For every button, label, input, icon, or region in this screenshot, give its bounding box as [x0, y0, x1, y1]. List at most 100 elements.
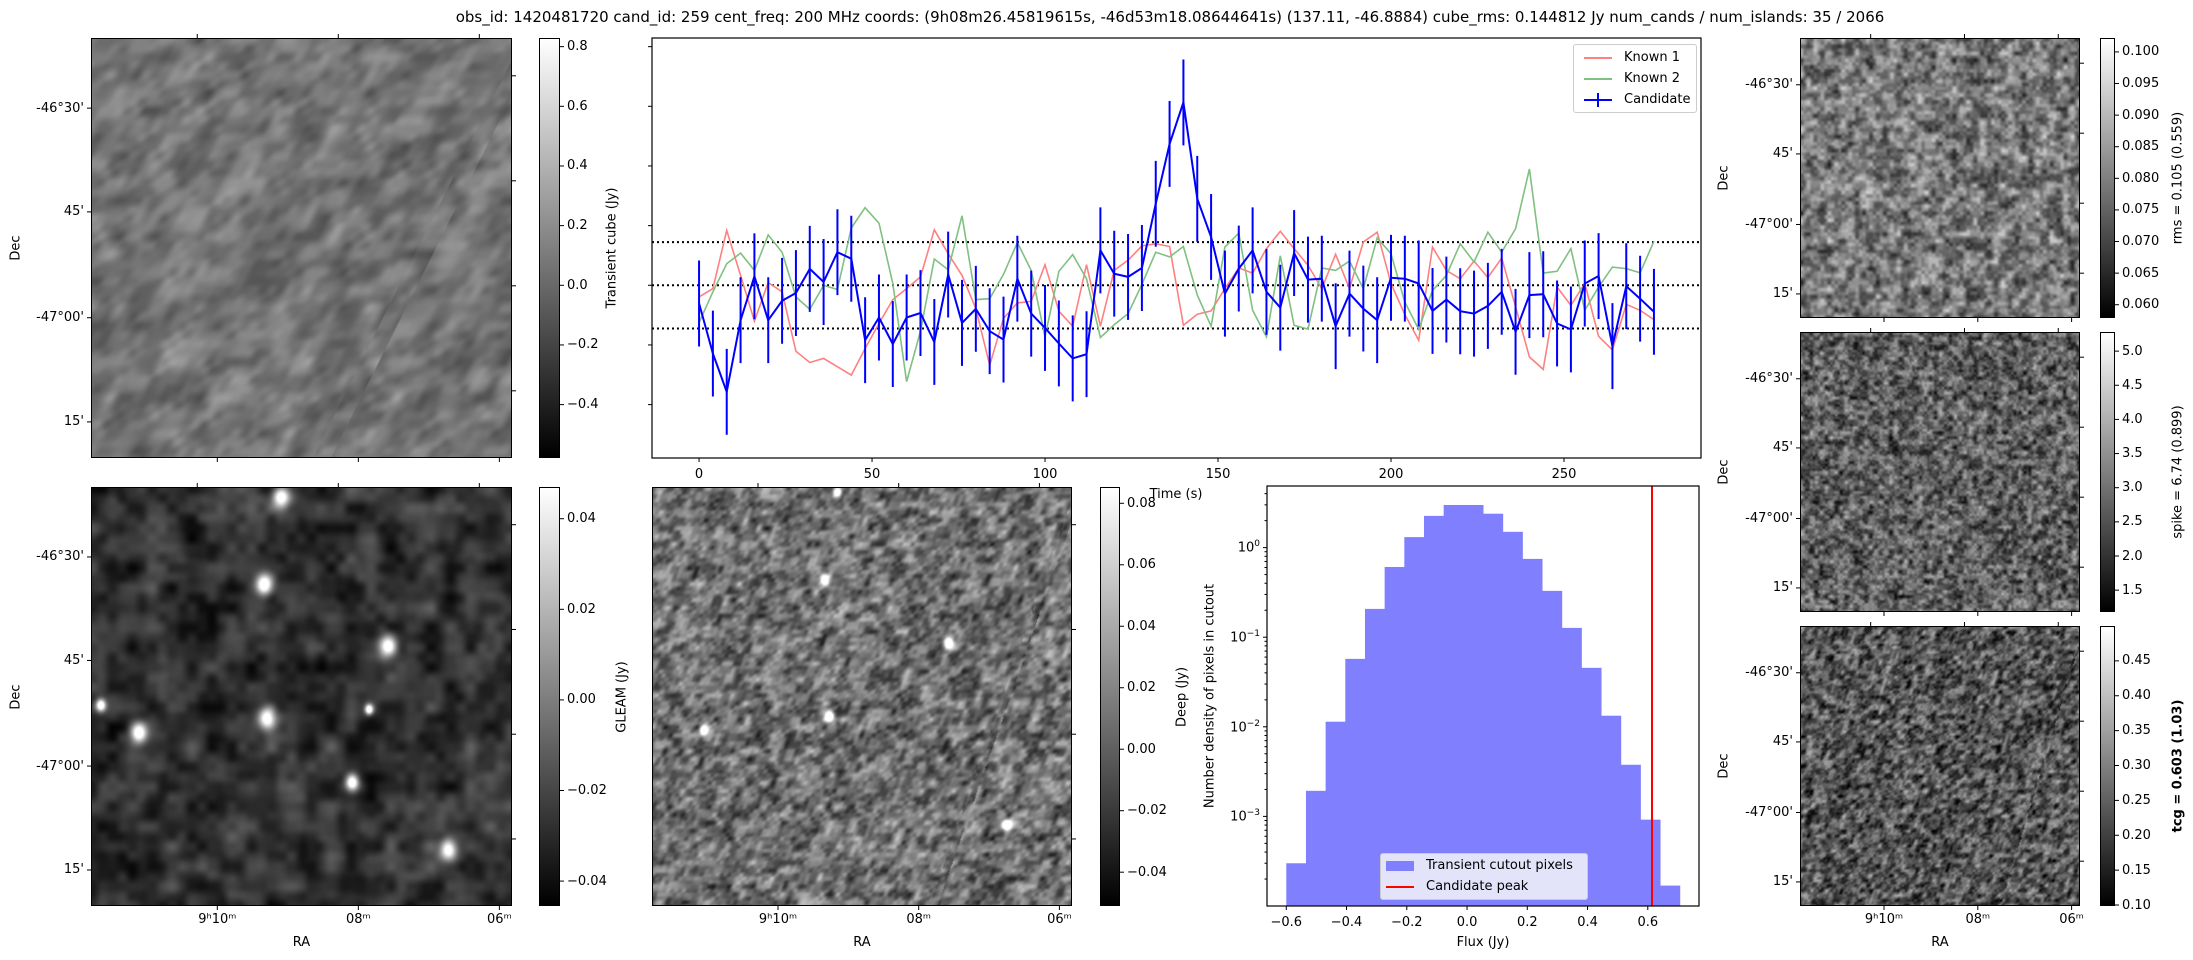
colorbar-tick-label: 0.02	[567, 601, 596, 617]
histogram-bar	[1443, 504, 1464, 906]
ra-tick-label: 06ᵐ	[487, 911, 512, 927]
ra-tick-label: 06ᵐ	[2059, 911, 2084, 927]
colorbar-tick-label: 1.5	[2122, 582, 2143, 598]
tcg-colorbar	[2100, 626, 2115, 906]
histogram-bar	[1542, 590, 1563, 906]
spike-colorbar-label: spike = 6.74 (0.899)	[2170, 405, 2186, 539]
colorbar-tick-label: 0.08	[1127, 495, 1156, 511]
colorbar-tick-label: 0.02	[1127, 680, 1156, 696]
tick-base: 10	[1237, 540, 1255, 556]
colorbar-tick-label: 0.070	[2122, 234, 2160, 250]
lightcurve-x-tick-label: 200	[1378, 466, 1404, 482]
dec-tick-label: 45'	[1772, 146, 1793, 162]
colorbar-tick-label: 0.00	[1127, 741, 1156, 757]
dec-tick-label: -46°30'	[1745, 371, 1793, 387]
transient-cube-image	[91, 38, 512, 458]
histogram-axes-frame	[1266, 485, 1700, 907]
colorbar-tick-label: 0.0	[567, 277, 588, 293]
tcg-colorbar-label: tcg = 0.603 (1.03)	[2170, 699, 2186, 833]
series-line-known-1	[698, 227, 1655, 377]
histogram-bar	[1660, 885, 1681, 906]
dec-tick-label: -47°00'	[1745, 804, 1793, 820]
colorbar-tick-label: −0.2	[567, 337, 599, 353]
histogram-x-tick-label: 0.6	[1637, 914, 1659, 930]
ra-axis-label: RA	[292, 934, 311, 950]
ra-tick-label: 06ᵐ	[1047, 911, 1072, 927]
dec-tick-label: 15'	[1772, 874, 1793, 890]
colorbar-tick-label: 4.5	[2122, 377, 2143, 393]
rms-colorbar	[2100, 38, 2115, 318]
lightcurve-x-tick-label: 150	[1205, 466, 1231, 482]
legend-label: Candidate	[1624, 92, 1691, 107]
colorbar-tick-label: −0.02	[1127, 803, 1167, 819]
colorbar-tick-label: −0.4	[567, 397, 599, 413]
errorbar-glyph	[1597, 92, 1599, 107]
dec-tick-label: -46°30'	[36, 549, 84, 565]
dec-tick-label: 45'	[1772, 440, 1793, 456]
tick-exponent: −1	[1246, 629, 1260, 640]
colorbar-tick-label: 0.8	[567, 39, 588, 55]
gleam-colorbar-label: GLEAM (Jy)	[614, 660, 630, 733]
gleam-image	[91, 487, 512, 906]
legend-label: Transient cutout pixels	[1426, 858, 1573, 873]
colorbar-tick-label: 0.15	[2122, 862, 2151, 878]
deep-colorbar-label: Deep (Jy)	[1174, 666, 1190, 727]
histogram-bar	[1286, 863, 1307, 906]
colorbar-tick-label: 4.0	[2122, 411, 2143, 427]
rms-image	[1800, 38, 2080, 318]
histogram-y-tick-label: 10−2	[1230, 719, 1260, 734]
colorbar-tick-label: −0.04	[1127, 864, 1167, 880]
histogram-x-tick-label: −0.2	[1390, 914, 1423, 930]
histogram-x-tick-label: 0.2	[1516, 914, 1538, 930]
ra-tick-label: 9ʰ10ᵐ	[1864, 911, 1904, 927]
dec-axis-label: Dec	[1716, 459, 1732, 485]
dec-tick-label: -46°30'	[1745, 665, 1793, 681]
ra-axis-label: RA	[853, 934, 871, 950]
histogram-bar	[1364, 608, 1386, 906]
colorbar-tick-label: 0.04	[1127, 618, 1156, 634]
colorbar-tick-label: 0.075	[2122, 202, 2160, 218]
histogram-bar	[1423, 515, 1445, 906]
dec-tick-label: -47°00'	[1745, 510, 1793, 526]
colorbar-tick-label: 0.25	[2122, 792, 2151, 808]
dec-tick-label: 15'	[63, 862, 84, 878]
dec-axis-label: Dec	[8, 235, 24, 261]
histogram-x-axis-label: Flux (Jy)	[1456, 934, 1510, 950]
histogram-y-axis-label: Number density of pixels in cutout	[1202, 583, 1218, 809]
histogram-bar	[1305, 790, 1327, 906]
lightcurve-axes-frame	[651, 37, 1702, 459]
colorbar-tick-label: 2.5	[2122, 514, 2143, 530]
colorbar-tick-label: 0.080	[2122, 170, 2160, 186]
legend-label: Known 2	[1624, 71, 1680, 86]
legend-swatch	[1584, 92, 1612, 107]
dec-tick-label: 15'	[1772, 580, 1793, 596]
legend-label: Known 1	[1624, 50, 1680, 65]
transient-cube-colorbar-label: Transient cube (Jy)	[604, 187, 620, 309]
ra-tick-label: 08ᵐ	[1965, 911, 1991, 927]
legend-label: Candidate peak	[1426, 879, 1529, 894]
colorbar-tick-label: 0.00	[567, 692, 596, 708]
colorbar-tick-label: 0.40	[2122, 688, 2151, 704]
dec-tick-label: -47°00'	[1745, 216, 1793, 232]
histogram-y-tick-label: 10−3	[1230, 809, 1260, 824]
colorbar-tick-label: 2.0	[2122, 548, 2143, 564]
histogram-bar	[1502, 531, 1523, 906]
histogram-bar	[1620, 764, 1641, 906]
dec-tick-label: -47°00'	[36, 758, 84, 774]
histogram-x-tick-label: −0.6	[1270, 914, 1303, 930]
lightcurve-x-tick-label: 50	[863, 466, 881, 482]
histogram-bar	[1345, 658, 1366, 906]
histogram-bar	[1483, 513, 1504, 906]
lightcurve-x-axis-label: Time (s)	[1149, 486, 1203, 502]
histogram-bar	[1325, 721, 1346, 906]
dec-axis-label: Dec	[1716, 165, 1732, 191]
histogram-x-tick-label: 0.4	[1577, 914, 1598, 930]
colorbar-tick-label: 0.35	[2122, 723, 2151, 739]
histogram-bar	[1640, 819, 1661, 906]
spike-colorbar	[2100, 332, 2115, 612]
series-line-candidate	[698, 102, 1655, 396]
dec-tick-label: -47°00'	[36, 310, 84, 326]
colorbar-tick-label: −0.02	[567, 782, 607, 798]
legend-swatch	[1386, 860, 1414, 871]
figure-title: obs_id: 1420481720 cand_id: 259 cent_fre…	[455, 8, 1885, 26]
